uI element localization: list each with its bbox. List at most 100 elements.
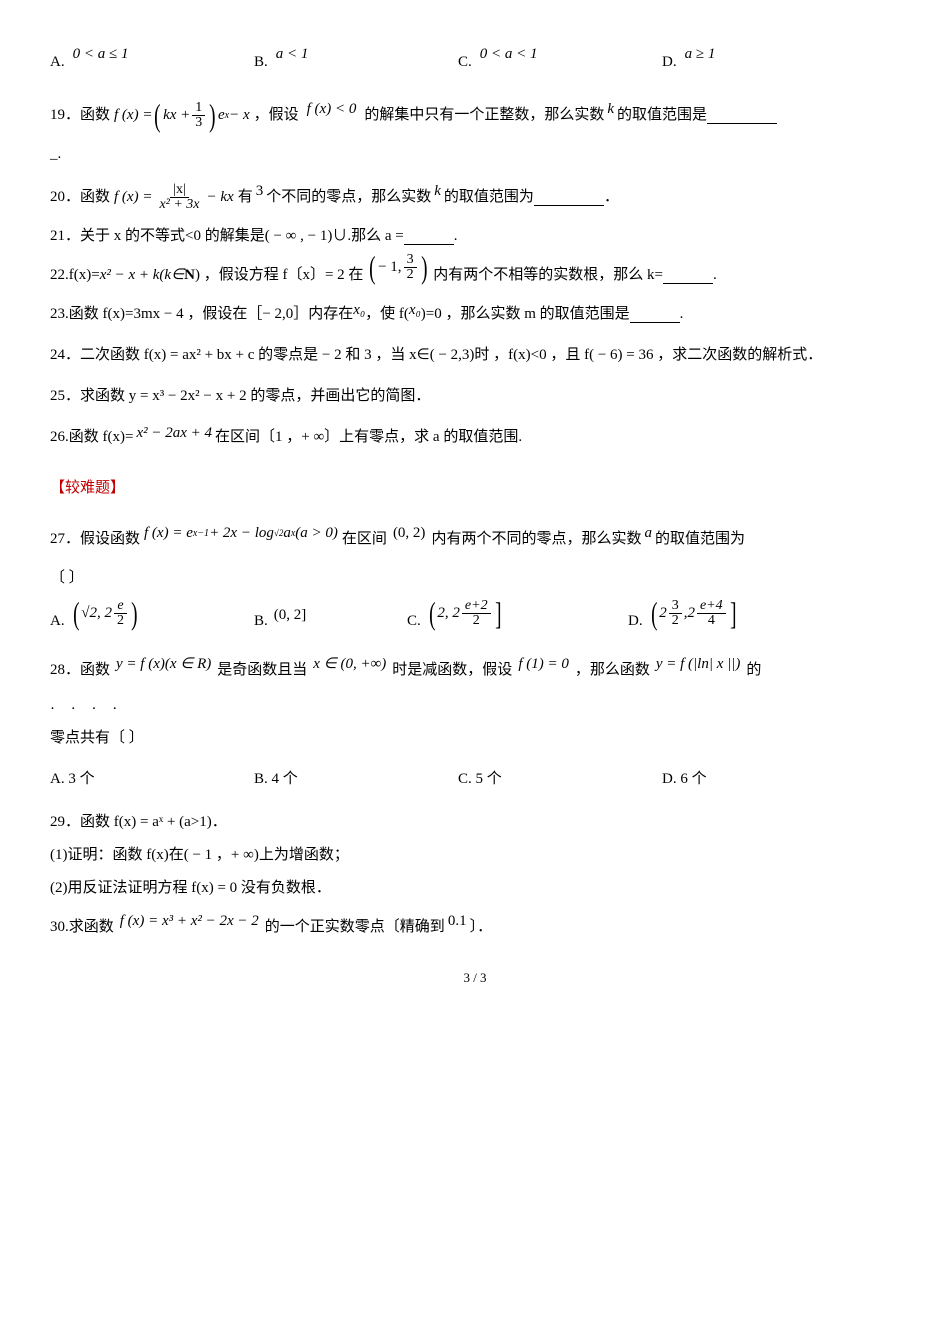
q25: 25．求函数 y = x³ − 2x² − x + 2 的零点，并画出它的简图． <box>50 380 900 413</box>
q30-mid: 的一个正实数零点〔精确到 <box>265 911 445 944</box>
q23-mid: ，使 f( <box>365 298 409 331</box>
q27-optD-label: D. <box>628 605 643 638</box>
q20-num: |x| <box>170 183 189 198</box>
q28-optA: A. 3 个 <box>50 763 254 796</box>
section-header: 【较难题】 <box>50 472 900 505</box>
q22-expr: x² − x + k(k∈ <box>100 259 184 292</box>
q19-e: e <box>218 99 225 132</box>
q27-a: a <box>283 517 291 550</box>
q20-blank <box>534 190 604 206</box>
q28-yfx: y = f (x)(x ∈ R) <box>116 648 211 681</box>
q22-num: 3 <box>404 253 417 268</box>
q27-optA-l: √2, 2 <box>81 605 112 621</box>
q22-afterN: ) ，假设方程 f〔x〕= 2 在 <box>195 259 363 292</box>
q20-period: ． <box>604 181 619 214</box>
q20-kx: − kx <box>207 181 234 214</box>
q23-x0-1: x₀ <box>353 294 365 327</box>
q19-mid: ，假设 <box>254 99 299 132</box>
q22-interval: ( − 1, 32 ) <box>367 251 429 284</box>
q20-text3: 的取值范围为 <box>444 181 534 214</box>
q27-formula: f (x) = ex−1 + 2x − log√2 ax (a > 0) <box>144 517 338 550</box>
q27-fx: f (x) = e <box>144 517 193 550</box>
q28-yln: y = f (|ln| x ||) <box>656 648 741 681</box>
q20-text2: 个不同的零点，那么实数 <box>266 181 431 214</box>
q27-optD-l2: 2 <box>688 597 696 630</box>
q24: 24．二次函数 f(x) = ax² + bx + c 的零点是 − 2 和 3… <box>50 339 900 372</box>
q23-blank <box>630 307 680 323</box>
q19-text2: 的解集中只有一个正整数，那么实数 <box>364 99 604 132</box>
q27-optC-d: 2 <box>470 614 483 628</box>
q19-formula: f (x) = ( kx + 13 ) ex − x <box>114 99 250 132</box>
q22-den: 2 <box>404 268 417 282</box>
q19-fx: f (x) = <box>114 99 152 132</box>
q27-avar: a <box>644 517 652 550</box>
q29-p1: (1)证明：函数 f(x)在( − 1 ，+ ∞)上为增函数； <box>50 839 900 872</box>
q20-mid: 有 <box>238 181 253 214</box>
q22: 22.f(x)= x² − x + k(k∈N) ，假设方程 f〔x〕= 2 在… <box>50 259 900 292</box>
q27-optD-d2: 4 <box>705 614 718 628</box>
q27-optC-l: 2, 2 <box>437 597 460 630</box>
optD-expr: a ≥ 1 <box>685 38 716 71</box>
q27-optD-d1: 2 <box>669 614 682 628</box>
q20-k: k <box>434 175 441 208</box>
q23-period: . <box>680 298 684 331</box>
q22-blank <box>663 268 713 284</box>
q22-N: N <box>184 259 195 292</box>
q30: 30.求函数 f (x) = x³ + x² − 2x − 2 的一个正实数零点… <box>50 911 900 944</box>
q27-optD-l1: 2 <box>659 597 667 630</box>
q27-optC-label: C. <box>407 605 421 638</box>
q22-text2: 内有两个不相等的实数根，那么 k= <box>433 259 663 292</box>
q23-x0-2: x₀ <box>409 294 421 327</box>
q22-period: . <box>713 259 717 292</box>
q23-after: )=0 ，那么实数 m 的取值范围是 <box>421 298 630 331</box>
optB-expr: a < 1 <box>276 38 309 71</box>
q27-text2: 内有两个不同的零点，那么实数 <box>431 523 641 556</box>
q19-cond: f (x) < 0 <box>307 93 357 126</box>
q20-three: 3 <box>256 175 264 208</box>
q27-optC-n: e+2 <box>462 599 491 614</box>
q27-optD: ( 232 , 2e+44 ] <box>649 597 739 630</box>
q20-prefix: 20．函数 <box>50 181 110 214</box>
q27-prefix: 27．假设函数 <box>50 523 140 556</box>
q27-exp: x−1 <box>193 523 209 545</box>
q20: 20．函数 f (x) = |x| x² + 3x − kx 有 3 个不同的零… <box>50 181 900 214</box>
q28-optB: B. 4 个 <box>254 763 458 796</box>
q18-options: A. 0 < a ≤ 1 B. a < 1 C. 0 < a < 1 D. a … <box>50 46 900 79</box>
q19-blank <box>707 108 777 124</box>
optB-label: B. <box>254 46 268 79</box>
q27-logbase: √2 <box>274 524 283 544</box>
q27-optB-label: B. <box>254 605 268 638</box>
q21: 21．关于 x 的不等式<0 的解集是( − ∞ , − 1)∪.那么 a = … <box>50 220 900 253</box>
q28-mid1: 是奇函数且当 <box>217 654 307 687</box>
q27-cond: (a > 0) <box>295 517 338 550</box>
q29-p2: (2)用反证法证明方程 f(x) = 0 没有负数根． <box>50 872 900 905</box>
q19-prefix: 19．函数 <box>50 99 110 132</box>
optA-label: A. <box>50 46 65 79</box>
q20-formula: f (x) = |x| x² + 3x − kx <box>114 181 234 214</box>
q19: 19．函数 f (x) = ( kx + 13 ) ex − x ，假设 f (… <box>50 99 900 132</box>
q27-optD-n2: e+4 <box>697 599 726 614</box>
q21-blank <box>404 229 454 245</box>
q28-f1: f (1) = 0 <box>518 648 569 681</box>
q19-num: 1 <box>192 101 205 116</box>
q28-xin: x ∈ (0, +∞) <box>313 648 386 681</box>
q19-k: k <box>607 93 614 126</box>
q27: 27．假设函数 f (x) = ex−1 + 2x − log√2 ax (a … <box>50 523 900 556</box>
q19-tail: _. <box>50 138 900 171</box>
q28-prefix: 28．函数 <box>50 654 110 687</box>
q27-optA-label: A. <box>50 605 65 638</box>
q28-line2-text: 零点共有〔 〕 <box>50 722 900 755</box>
q27-optA: ( √2, 2e2 ) <box>71 597 140 630</box>
q22-neg1: − 1, <box>378 251 401 284</box>
q20-den: x² + 3x <box>156 198 202 212</box>
q27-options: A. ( √2, 2e2 ) B. (0, 2] C. ( 2, 2e+22 ]… <box>50 605 900 638</box>
q19-kx: kx + <box>163 99 190 132</box>
q27-optA-exp-d: 2 <box>114 614 127 628</box>
page-number: 3 / 3 <box>50 964 900 993</box>
optA-expr: 0 < a ≤ 1 <box>73 38 129 71</box>
q19-text3: 的取值范围是 <box>617 99 707 132</box>
q26-prefix: 26.函数 f(x)= <box>50 421 133 454</box>
optC-label: C. <box>458 46 472 79</box>
q21-text: 21．关于 x 的不等式<0 的解集是( − ∞ , − 1)∪.那么 a = <box>50 220 404 253</box>
q27-optB: (0, 2] <box>274 599 307 632</box>
